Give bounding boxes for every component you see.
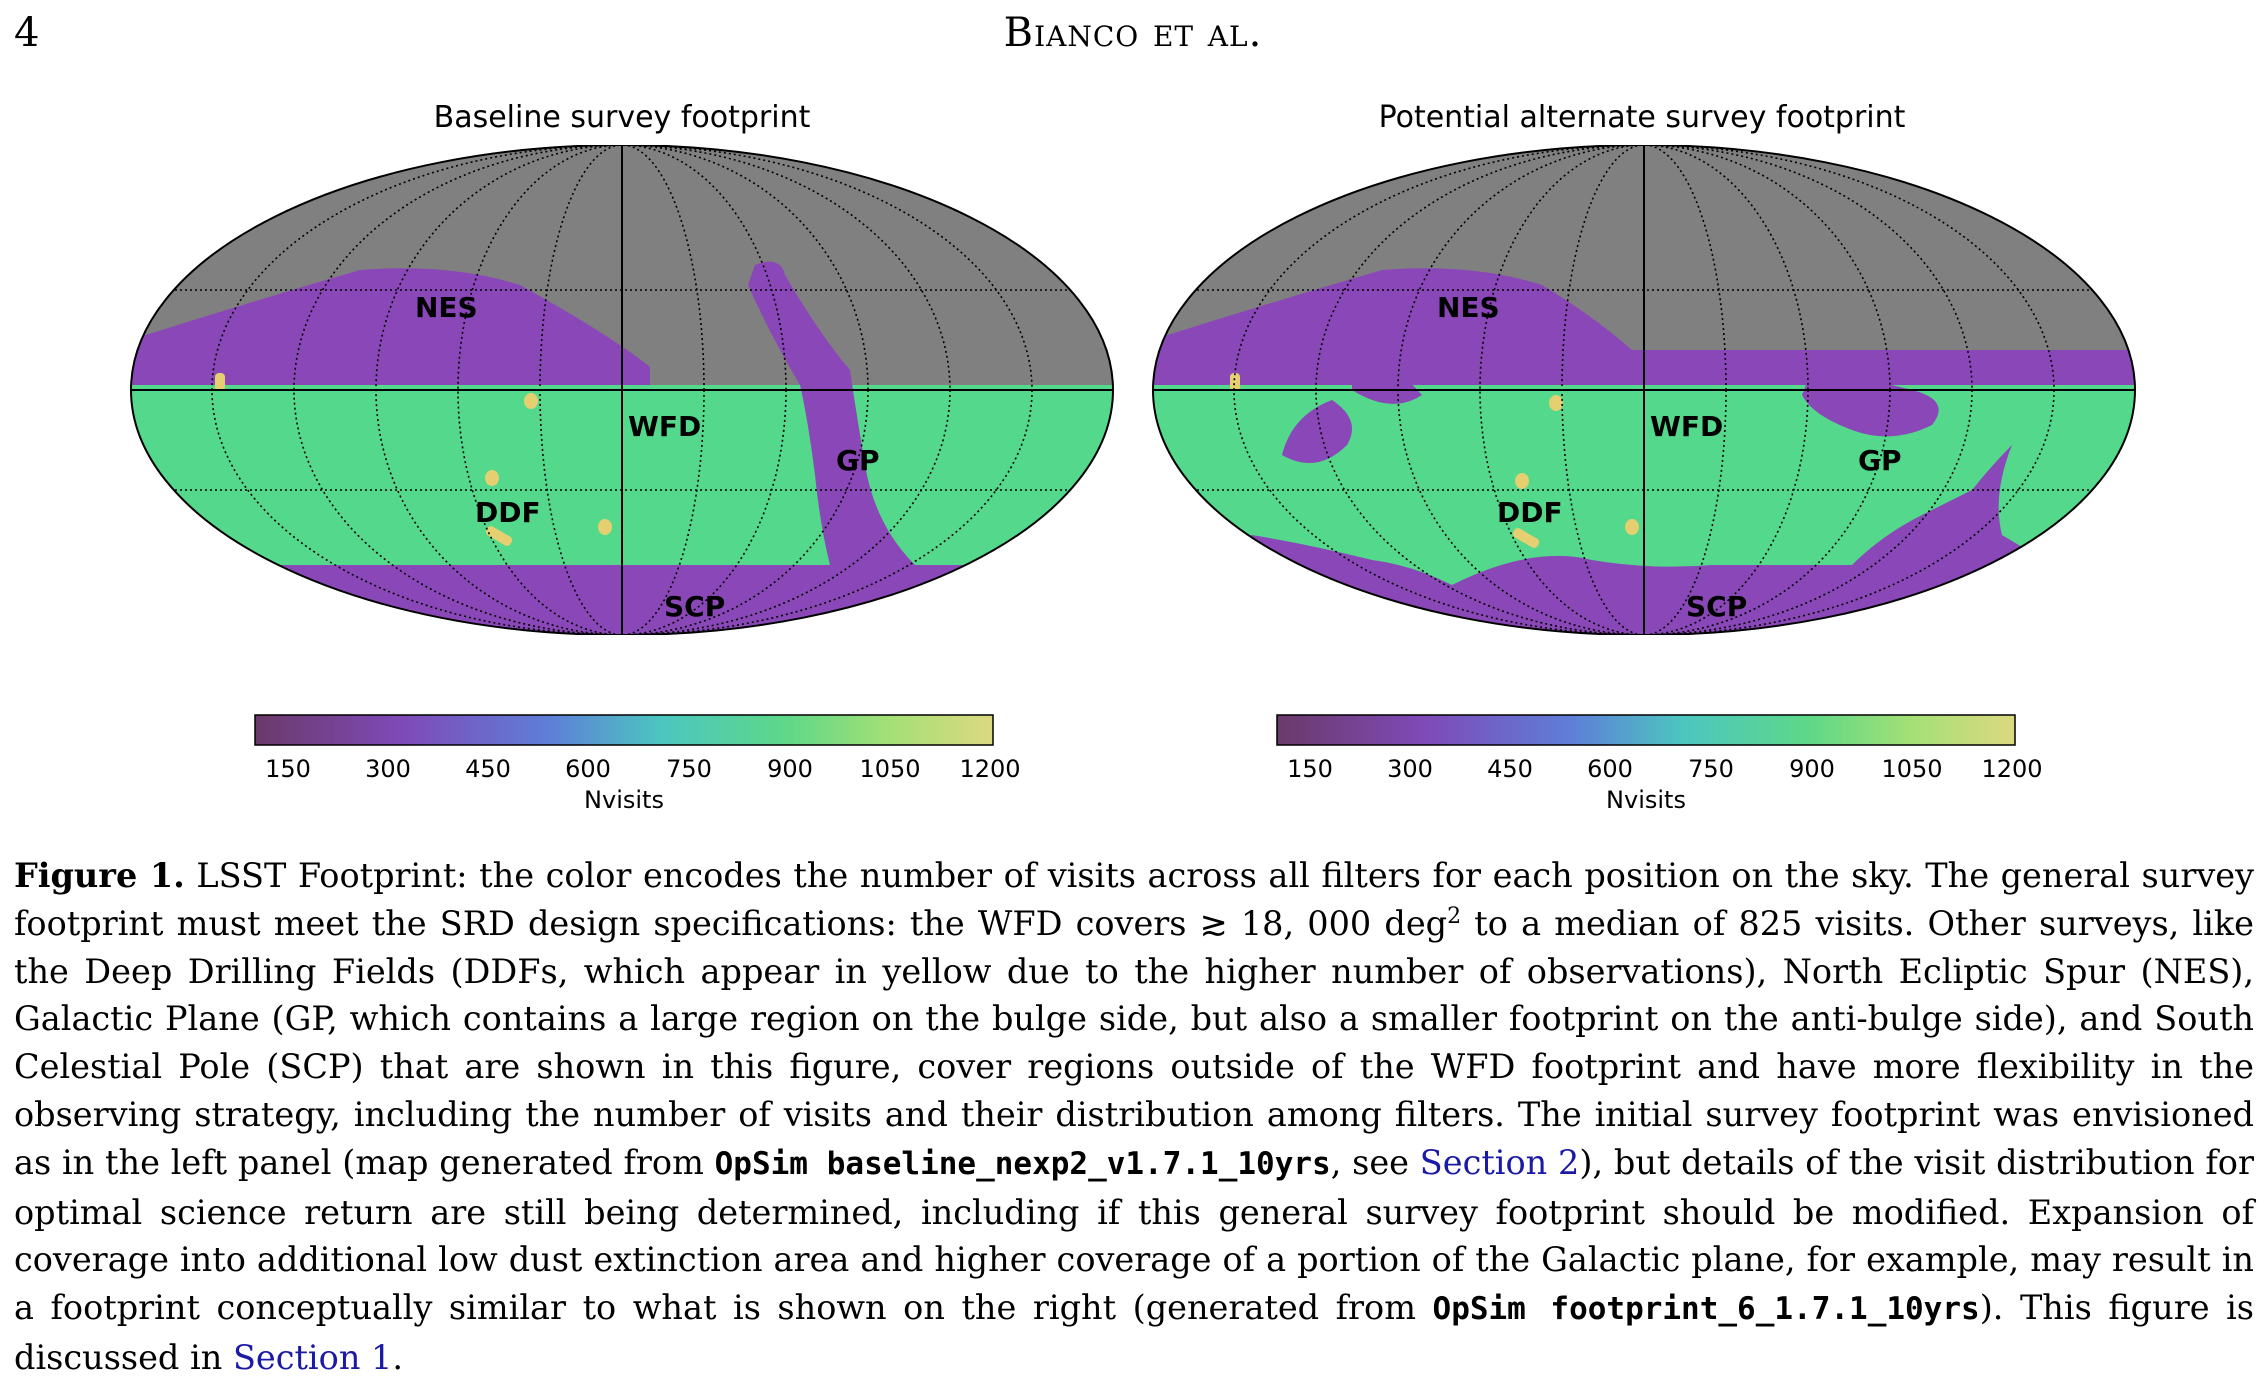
- caption-text: .: [392, 1337, 404, 1377]
- colorbar-tick: 750: [1688, 755, 1734, 783]
- nes-region: [1153, 268, 2135, 385]
- region-label: SCP: [1686, 590, 1747, 623]
- caption-superscript: 2: [1447, 903, 1462, 929]
- colorbar-tick: 450: [465, 755, 511, 783]
- colorbar-label: Nvisits: [1606, 786, 1686, 814]
- region-label: WFD: [628, 410, 701, 443]
- colorbar-tick: 1200: [1981, 755, 2042, 783]
- ddf-field: [1230, 373, 1240, 391]
- figure-caption: Figure 1. LSST Footprint: the color enco…: [14, 852, 2254, 1382]
- colorbar-tick: 600: [565, 755, 611, 783]
- ddf-field: [1549, 395, 1563, 411]
- region-label: GP: [836, 444, 880, 477]
- colorbar-tick: 150: [265, 755, 311, 783]
- region-label: DDF: [1497, 496, 1563, 529]
- colorbar-tick: 600: [1587, 755, 1633, 783]
- colorbar-tick: 900: [767, 755, 813, 783]
- ddf-field: [1515, 473, 1529, 489]
- colorbar-tick: 1050: [859, 755, 920, 783]
- region-label: NES: [1437, 291, 1500, 324]
- colorbar-baseline: 150 300 450 600 750 900 1050 1200 Nvisit…: [254, 714, 1020, 814]
- ddf-field: [485, 470, 499, 486]
- colorbar-alternate: 150 300 450 600 750 900 1050 1200 Nvisit…: [1276, 714, 2042, 814]
- nes-region: [131, 268, 650, 385]
- caption-text: ). This figure is discussed in: [14, 1288, 2254, 1377]
- caption-label: Figure 1.: [14, 856, 185, 895]
- colorbar-tick: 300: [365, 755, 411, 783]
- ddf-field: [598, 519, 612, 535]
- region-label: NES: [415, 291, 478, 324]
- colorbar-tick: 900: [1789, 755, 1835, 783]
- colorbar-tick: 300: [1387, 755, 1433, 783]
- ddf-field: [485, 526, 513, 546]
- ddf-field: [1512, 528, 1540, 548]
- panel-title-alternate: Potential alternate survey footprint: [1378, 100, 1906, 135]
- low-visit-region: [1802, 370, 1939, 437]
- section-link[interactable]: Section 2: [1419, 1142, 1580, 1182]
- sky-map-baseline: NES WFD GP DDF SCP: [130, 145, 1114, 635]
- ddf-field: [215, 373, 225, 391]
- colorbar-tick: 150: [1287, 755, 1333, 783]
- caption-text: to a median of 825 visits. Other surveys…: [14, 903, 2254, 1182]
- caption-text: ), but details of the visit distribution…: [14, 1142, 2254, 1328]
- ddf-field: [1625, 519, 1639, 535]
- running-header: Bianco et al.: [1003, 10, 1263, 56]
- region-label: WFD: [1650, 410, 1723, 443]
- region-label: SCP: [664, 590, 725, 623]
- colorbar-label: Nvisits: [584, 786, 664, 814]
- colorbar-tick: 1050: [1881, 755, 1942, 783]
- region-label: GP: [1858, 444, 1902, 477]
- region-label: DDF: [475, 496, 541, 529]
- caption-text: , see: [1330, 1142, 1420, 1182]
- low-visit-region: [1282, 400, 1352, 463]
- panel-title-baseline: Baseline survey footprint: [433, 100, 811, 135]
- caption-text: LSST Footprint: the color encodes the nu…: [14, 856, 2255, 943]
- colorbar-tick: 1200: [959, 755, 1020, 783]
- caption-code: OpSim baseline_nexp2_v1.7.1_10yrs: [714, 1145, 1331, 1182]
- page-number: 4: [14, 10, 40, 56]
- gp-region: [1852, 445, 2052, 565]
- section-link[interactable]: Section 1: [232, 1337, 393, 1377]
- colorbar-tick: 450: [1487, 755, 1533, 783]
- gp-region: [748, 261, 915, 565]
- sky-map-alternate: NES WFD GP DDF SCP: [1152, 145, 2136, 635]
- low-visit-region: [1352, 355, 1422, 404]
- colorbar-tick: 750: [666, 755, 712, 783]
- caption-code: OpSim footprint_6_1.7.1_10yrs: [1432, 1291, 1980, 1328]
- ddf-field: [524, 393, 538, 409]
